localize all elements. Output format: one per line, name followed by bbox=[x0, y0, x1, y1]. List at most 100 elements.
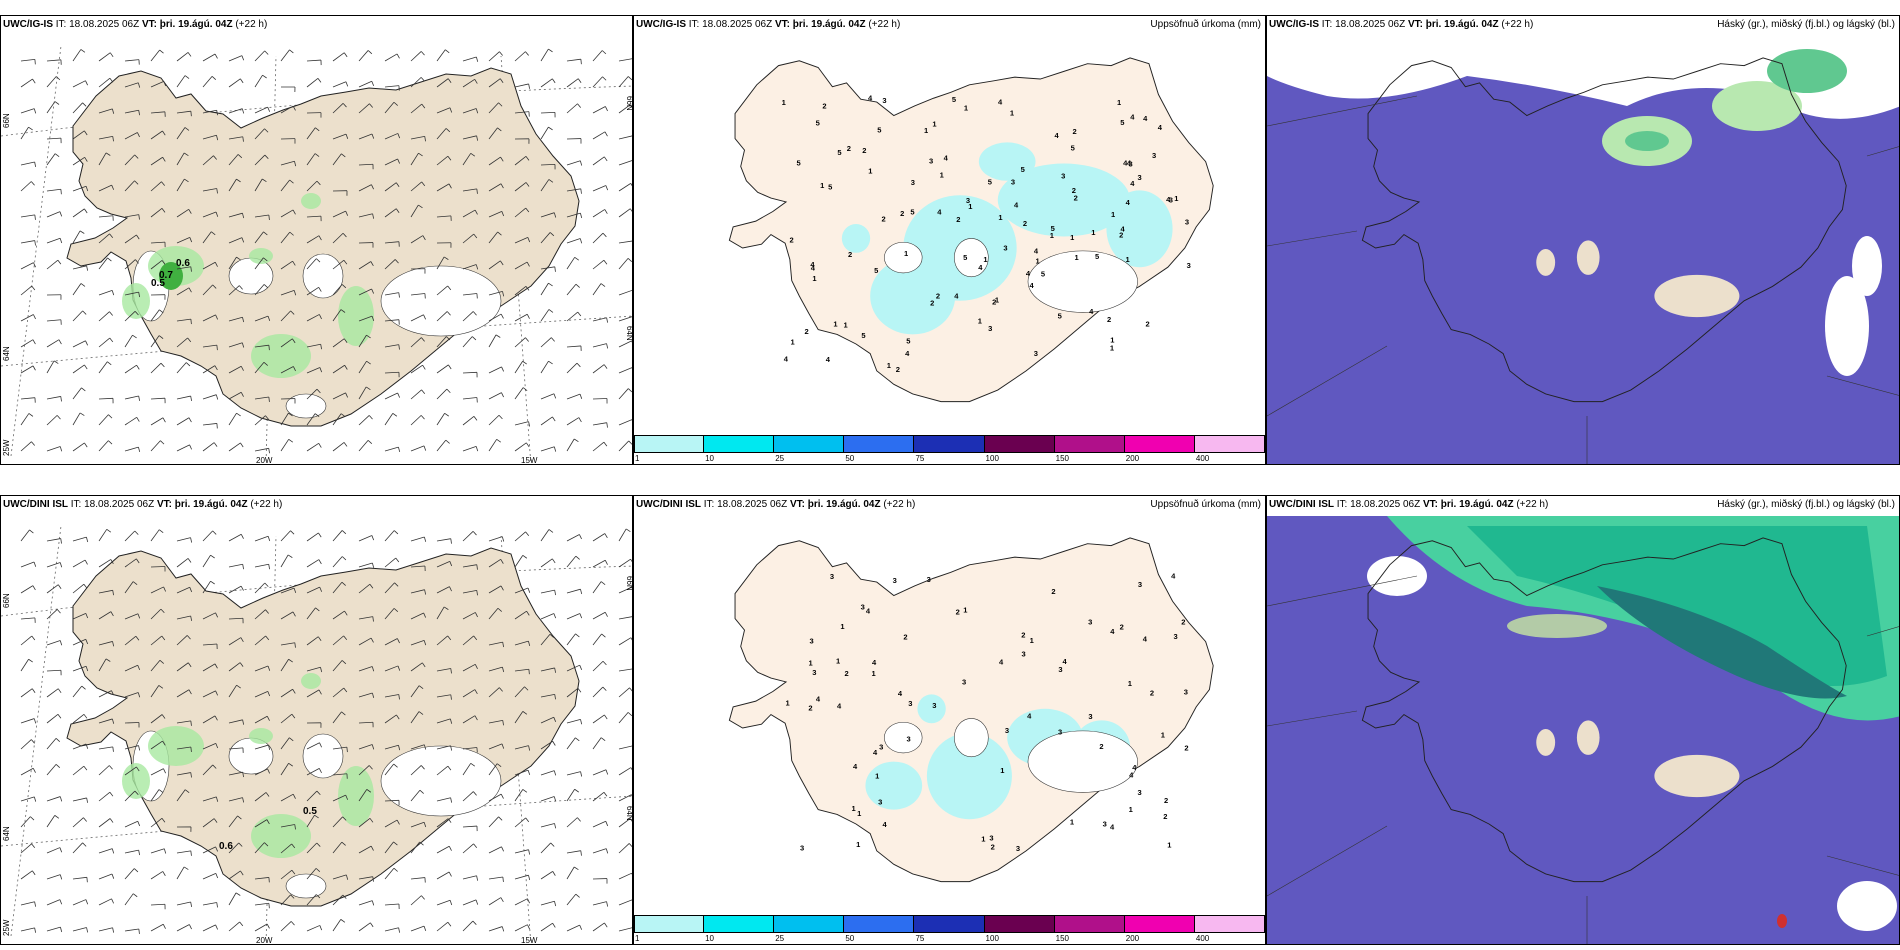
precip-count: 1 bbox=[968, 202, 973, 211]
wind-barb-feather bbox=[112, 746, 114, 752]
wind-barb-feather bbox=[369, 103, 373, 108]
wind-value-label: 0.7 bbox=[159, 270, 173, 281]
wind-barb-feather bbox=[345, 133, 349, 139]
precip-count: 3 bbox=[989, 833, 993, 842]
wind-barb bbox=[410, 744, 425, 750]
wind-barb-feather bbox=[580, 771, 583, 777]
precip-count: 3 bbox=[1169, 196, 1173, 205]
wind-barb bbox=[254, 923, 268, 932]
wind-barb-feather bbox=[630, 558, 632, 563]
wind-barb-feather bbox=[316, 388, 321, 394]
wind-barb bbox=[228, 212, 243, 218]
wind-barb bbox=[72, 743, 87, 750]
wind-barb bbox=[306, 636, 319, 646]
wind-barb-feather bbox=[31, 739, 35, 744]
wind-barb-feather bbox=[500, 183, 504, 189]
wind-barb-feather bbox=[580, 213, 583, 219]
wind-barb bbox=[228, 256, 237, 270]
wind-barb bbox=[124, 558, 137, 568]
wind-barb bbox=[202, 261, 216, 270]
wind-barb bbox=[20, 529, 30, 542]
wind-barb-feather bbox=[134, 790, 139, 795]
wind-barb bbox=[592, 106, 606, 114]
precip-count: 1 bbox=[932, 119, 937, 128]
wind-barb bbox=[332, 210, 346, 218]
wind-barb bbox=[410, 235, 424, 244]
wind-barb bbox=[410, 612, 424, 620]
precip-count: 1 bbox=[1036, 257, 1041, 266]
wind-barb-feather bbox=[292, 105, 296, 111]
wind-barb-feather bbox=[189, 924, 192, 930]
precip-count: 4 bbox=[816, 695, 821, 704]
wind-barb bbox=[358, 789, 368, 802]
wind-barb bbox=[98, 658, 107, 672]
wind-barb-feather bbox=[449, 107, 453, 113]
wind-barb-feather bbox=[421, 895, 425, 900]
wind-barb bbox=[72, 536, 87, 542]
wind-barb-feather bbox=[447, 921, 452, 927]
wind-barb-feather bbox=[579, 665, 583, 670]
wind-barb bbox=[566, 257, 576, 270]
wind-barb-feather bbox=[188, 209, 192, 214]
wind-barb bbox=[98, 397, 114, 400]
wind-barb bbox=[280, 713, 293, 724]
wind-barb bbox=[436, 364, 449, 374]
wind-barb-feather bbox=[138, 447, 141, 453]
wind-barb bbox=[358, 288, 372, 296]
wind-barb bbox=[358, 133, 373, 140]
precip-count: 2 bbox=[1107, 315, 1111, 324]
panel-header: UWC/DINI ISL IT: 18.08.2025 06Z VT: þri.… bbox=[636, 499, 916, 510]
precip-count: 1 bbox=[833, 320, 838, 329]
wind-barb bbox=[436, 606, 445, 620]
wind-barb-feather bbox=[372, 876, 374, 882]
wind-barb bbox=[20, 365, 34, 374]
wind-barb-feather bbox=[472, 920, 477, 925]
glacier-langjokull bbox=[884, 721, 923, 754]
wind-barb bbox=[332, 816, 343, 828]
precip-count: 2 bbox=[862, 146, 866, 155]
wind-barb-feather bbox=[268, 345, 270, 351]
wind-barb bbox=[150, 740, 163, 750]
wind-barb bbox=[176, 901, 191, 906]
wind-barb bbox=[124, 132, 138, 140]
wind-barb bbox=[280, 642, 295, 646]
wind-barb bbox=[150, 529, 160, 542]
wind-barb-feather bbox=[31, 870, 36, 876]
wind-barb bbox=[72, 208, 85, 218]
wind-barb bbox=[46, 446, 61, 452]
wind-barb bbox=[514, 610, 527, 620]
wind-barb bbox=[98, 440, 109, 452]
wind-barb bbox=[306, 894, 317, 906]
wind-barb-feather bbox=[474, 664, 478, 669]
precip-count: 3 bbox=[1184, 687, 1188, 696]
precip-count: 4 bbox=[1034, 246, 1039, 255]
wind-barb-feather bbox=[396, 53, 400, 59]
wind-barb bbox=[306, 413, 316, 426]
precip-patch bbox=[249, 248, 273, 264]
wind-barb-feather bbox=[474, 79, 478, 84]
wind-barb bbox=[202, 715, 216, 724]
wind-barb-feather bbox=[575, 633, 580, 638]
wind-barb-feather bbox=[31, 688, 36, 693]
wind-barb bbox=[46, 688, 59, 698]
wind-barb bbox=[618, 183, 631, 192]
wind-barb bbox=[618, 160, 632, 166]
wind-barb-feather bbox=[501, 536, 505, 542]
precip-count: 3 bbox=[1174, 632, 1178, 641]
wind-barb-feather bbox=[341, 841, 346, 846]
wind-barb bbox=[410, 789, 421, 802]
wind-barb bbox=[46, 211, 61, 218]
cloud-island-group bbox=[1361, 57, 1847, 403]
wind-barb-feather bbox=[56, 415, 61, 420]
wind-barb bbox=[72, 842, 83, 854]
wind-barb bbox=[228, 921, 240, 932]
wind-barb bbox=[462, 899, 477, 906]
wind-barb bbox=[410, 415, 422, 426]
precip-area bbox=[841, 224, 871, 253]
wind-barb-feather bbox=[367, 440, 373, 445]
wind-barb bbox=[332, 610, 345, 620]
precip-count: 4 bbox=[998, 97, 1003, 106]
wind-barb bbox=[228, 533, 242, 542]
wind-barb bbox=[72, 364, 85, 374]
wind-barb-feather bbox=[138, 214, 140, 220]
